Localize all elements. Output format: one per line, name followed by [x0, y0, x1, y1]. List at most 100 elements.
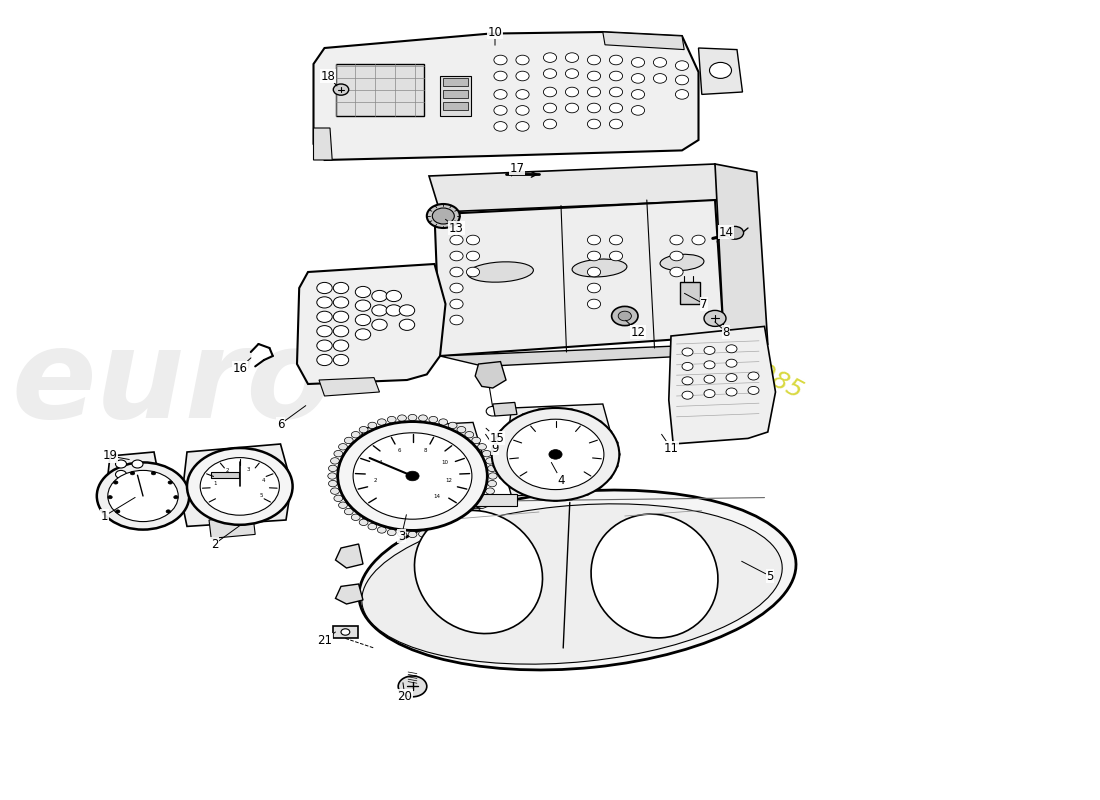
- Polygon shape: [698, 48, 742, 94]
- Ellipse shape: [660, 254, 704, 270]
- Circle shape: [508, 484, 515, 489]
- Text: 1: 1: [213, 481, 217, 486]
- Ellipse shape: [591, 514, 718, 638]
- Circle shape: [543, 87, 557, 97]
- Circle shape: [748, 372, 759, 380]
- Text: 5: 5: [260, 493, 264, 498]
- Circle shape: [450, 267, 463, 277]
- Circle shape: [587, 87, 601, 97]
- Circle shape: [317, 354, 332, 366]
- Text: 13: 13: [446, 219, 464, 234]
- Polygon shape: [297, 264, 446, 384]
- Circle shape: [487, 465, 496, 471]
- Circle shape: [329, 465, 338, 471]
- Ellipse shape: [415, 510, 542, 634]
- Circle shape: [477, 502, 486, 509]
- Circle shape: [360, 519, 368, 526]
- Polygon shape: [354, 422, 482, 518]
- Circle shape: [477, 443, 486, 450]
- Circle shape: [333, 282, 349, 294]
- Polygon shape: [314, 32, 698, 160]
- Circle shape: [449, 523, 458, 530]
- Circle shape: [587, 299, 601, 309]
- Ellipse shape: [362, 504, 782, 664]
- Circle shape: [587, 267, 601, 277]
- Text: 15: 15: [486, 428, 505, 445]
- Circle shape: [427, 204, 460, 228]
- Text: 14: 14: [433, 494, 440, 499]
- Polygon shape: [314, 128, 332, 160]
- Text: 4: 4: [262, 478, 265, 482]
- Circle shape: [387, 530, 396, 536]
- Polygon shape: [209, 516, 255, 538]
- Circle shape: [618, 311, 631, 321]
- Circle shape: [108, 495, 112, 498]
- Circle shape: [466, 235, 480, 245]
- Text: 3: 3: [246, 466, 250, 472]
- Circle shape: [710, 62, 732, 78]
- Circle shape: [338, 422, 487, 530]
- Circle shape: [609, 251, 623, 261]
- Circle shape: [543, 103, 557, 113]
- Circle shape: [499, 430, 506, 434]
- Polygon shape: [429, 164, 726, 212]
- Circle shape: [543, 53, 557, 62]
- Circle shape: [605, 474, 612, 479]
- Circle shape: [543, 69, 557, 78]
- Circle shape: [355, 300, 371, 311]
- Circle shape: [355, 286, 371, 298]
- Circle shape: [450, 315, 463, 325]
- Text: 16: 16: [232, 358, 251, 374]
- Text: 3: 3: [398, 514, 406, 542]
- Circle shape: [367, 523, 376, 530]
- Circle shape: [398, 676, 427, 697]
- Text: 10: 10: [441, 460, 449, 465]
- Circle shape: [670, 267, 683, 277]
- Text: 11: 11: [661, 434, 679, 454]
- Text: a passion for parts since 1985: a passion for parts since 1985: [462, 205, 806, 403]
- Circle shape: [748, 386, 759, 394]
- Circle shape: [587, 119, 601, 129]
- Text: 7: 7: [684, 294, 707, 310]
- Circle shape: [353, 433, 472, 519]
- Text: 6: 6: [277, 406, 306, 430]
- Circle shape: [631, 90, 645, 99]
- Circle shape: [116, 470, 127, 478]
- Circle shape: [482, 495, 491, 502]
- Circle shape: [333, 311, 349, 322]
- Text: 1: 1: [101, 498, 135, 522]
- Ellipse shape: [468, 262, 534, 282]
- Circle shape: [726, 345, 737, 353]
- Circle shape: [675, 75, 689, 85]
- Circle shape: [344, 438, 353, 444]
- Circle shape: [333, 84, 349, 95]
- Circle shape: [682, 391, 693, 399]
- Circle shape: [549, 450, 562, 459]
- Bar: [333, 626, 358, 638]
- Text: 12: 12: [446, 478, 453, 483]
- Circle shape: [704, 390, 715, 398]
- Circle shape: [472, 438, 481, 444]
- Text: 6: 6: [398, 448, 402, 453]
- Circle shape: [372, 305, 387, 316]
- Circle shape: [339, 502, 348, 509]
- Circle shape: [521, 490, 528, 495]
- Circle shape: [450, 283, 463, 293]
- Circle shape: [565, 103, 579, 113]
- Circle shape: [355, 329, 371, 340]
- Circle shape: [372, 319, 387, 330]
- Circle shape: [108, 470, 178, 522]
- Polygon shape: [319, 378, 380, 396]
- Circle shape: [339, 443, 348, 450]
- Circle shape: [386, 290, 402, 302]
- Circle shape: [466, 267, 480, 277]
- Circle shape: [333, 326, 349, 337]
- Circle shape: [583, 414, 590, 418]
- Text: euro: euro: [11, 323, 332, 445]
- Ellipse shape: [359, 490, 796, 670]
- Circle shape: [704, 310, 726, 326]
- Bar: [336, 64, 424, 116]
- Circle shape: [456, 426, 465, 433]
- Circle shape: [491, 452, 497, 457]
- Circle shape: [152, 472, 156, 475]
